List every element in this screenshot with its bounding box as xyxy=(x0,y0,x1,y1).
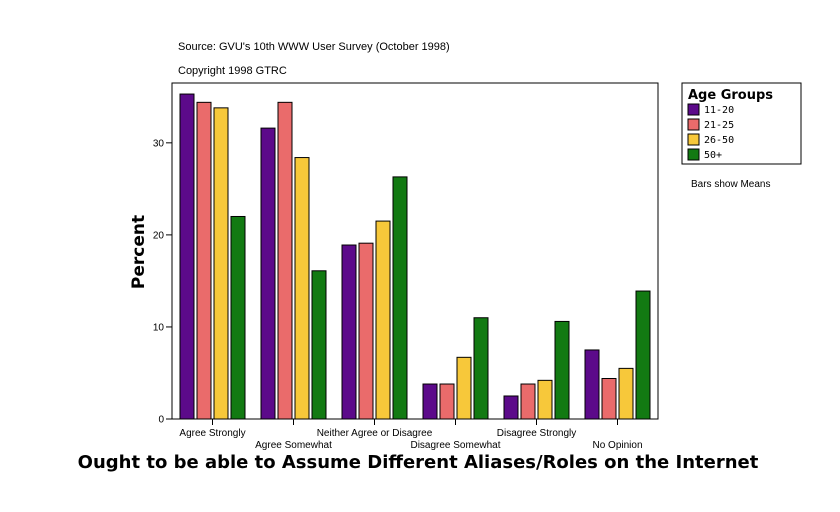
legend: Age Groups 11-20 21-25 26-50 50+ xyxy=(681,82,802,165)
bar-agree-strongly-50 xyxy=(230,215,246,420)
y-tick-label: 30 xyxy=(153,138,165,149)
x-tick-label-disagree-somewhat: Disagree Somewhat xyxy=(410,440,500,451)
bar-neither-agree-or-disagree-26-50 xyxy=(375,220,391,420)
legend-swatch-26-50 xyxy=(687,133,700,146)
source-text: Source: GVU's 10th WWW User Survey (Octo… xyxy=(178,41,450,53)
bar-agree-strongly-26-50 xyxy=(213,107,229,420)
bar-disagree-somewhat-26-50 xyxy=(456,356,472,420)
y-tick-label: 0 xyxy=(158,415,164,426)
bar-agree-somewhat-26-50 xyxy=(294,157,310,420)
x-tick-label-agree-somewhat: Agree Somewhat xyxy=(255,440,332,451)
legend-swatch-21-25 xyxy=(687,118,700,131)
y-tick-label: 10 xyxy=(153,322,165,333)
bar-disagree-strongly-11-20 xyxy=(503,395,519,420)
bar-disagree-somewhat-50 xyxy=(473,317,489,420)
bar-neither-agree-or-disagree-11-20 xyxy=(341,244,357,420)
bars-note: Bars show Means xyxy=(691,179,770,190)
bar-agree-strongly-11-20 xyxy=(179,93,195,420)
bar-agree-somewhat-50 xyxy=(311,270,327,420)
bar-no-opinion-26-50 xyxy=(618,367,634,420)
bar-disagree-strongly-21-25 xyxy=(520,383,536,420)
legend-title: Age Groups xyxy=(688,88,773,103)
chart-title: Ought to be able to Assume Different Ali… xyxy=(78,452,759,473)
legend-box xyxy=(681,82,802,165)
legend-swatch-50 xyxy=(687,148,700,161)
bar-disagree-strongly-50 xyxy=(554,320,570,420)
bar-agree-somewhat-21-25 xyxy=(277,101,293,420)
bar-agree-somewhat-11-20 xyxy=(260,127,276,420)
bar-disagree-somewhat-21-25 xyxy=(439,383,455,420)
legend-label-50: 50+ xyxy=(704,150,722,161)
legend-label-11-20: 11-20 xyxy=(704,105,734,116)
bar-neither-agree-or-disagree-50 xyxy=(392,176,408,420)
plot-frame xyxy=(171,82,659,420)
bar-agree-strongly-21-25 xyxy=(196,101,212,420)
bar-no-opinion-11-20 xyxy=(584,349,600,420)
bar-no-opinion-21-25 xyxy=(601,377,617,420)
x-tick-label-no-opinion: No Opinion xyxy=(592,440,642,451)
legend-swatch-11-20 xyxy=(687,103,700,116)
x-tick-label-agree-strongly: Agree Strongly xyxy=(179,428,245,439)
bar-disagree-somewhat-11-20 xyxy=(422,383,438,420)
legend-label-21-25: 21-25 xyxy=(704,120,734,131)
y-axis-label: Percent xyxy=(129,215,149,289)
legend-label-26-50: 26-50 xyxy=(704,135,734,146)
bar-disagree-strongly-26-50 xyxy=(537,379,553,420)
bar-neither-agree-or-disagree-21-25 xyxy=(358,242,374,420)
copyright-text: Copyright 1998 GTRC xyxy=(178,65,287,77)
x-tick-label-neither-agree-or-disagree: Neither Agree or Disagree xyxy=(317,428,433,439)
bar-no-opinion-50 xyxy=(635,290,651,420)
y-tick-label: 20 xyxy=(153,230,165,241)
x-tick-label-disagree-strongly: Disagree Strongly xyxy=(497,428,576,439)
